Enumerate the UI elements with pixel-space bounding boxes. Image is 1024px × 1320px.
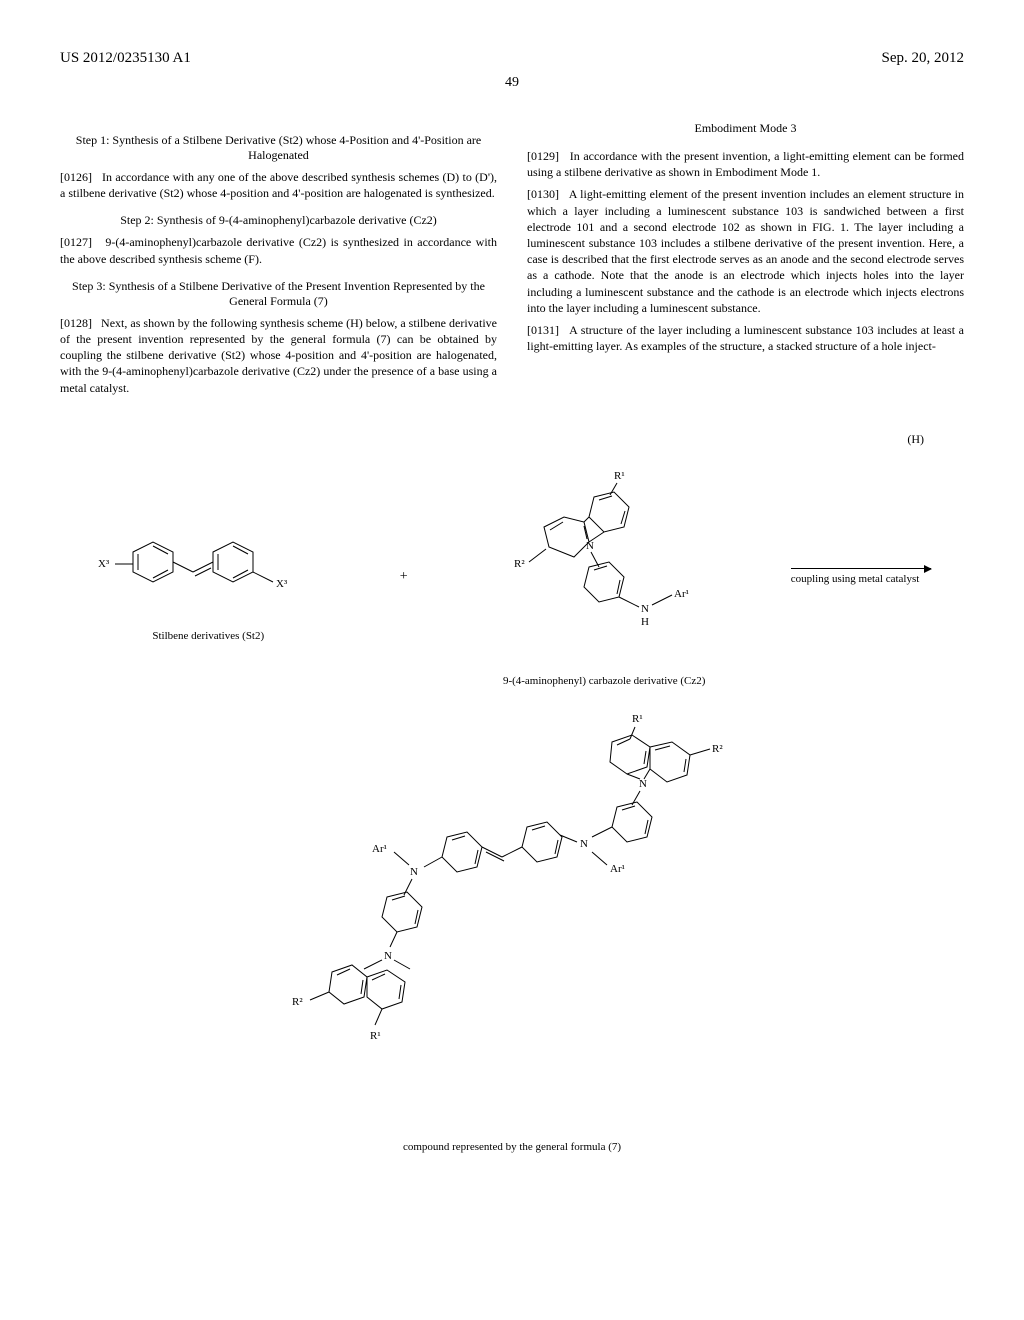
cz2-label: 9-(4-aminophenyl) carbazole derivative (… xyxy=(484,675,724,687)
para-0126: [0126] In accordance with any one of the… xyxy=(60,169,497,201)
product-structure-icon: R¹ R² N N xyxy=(212,707,812,1127)
header-right: Sep. 20, 2012 xyxy=(882,50,965,67)
para-0128: [0128] Next, as shown by the following s… xyxy=(60,315,497,396)
svg-text:N: N xyxy=(586,540,594,552)
prod-r1-bottom: R¹ xyxy=(370,1030,381,1042)
n-label: N xyxy=(641,603,649,615)
scheme-h: (H) X³ X³ Stilbene derivatives xyxy=(60,432,964,1153)
svg-text:N: N xyxy=(410,866,418,878)
cz2-structure-icon: R¹ N R² xyxy=(484,467,724,667)
product-structure: R¹ R² N N xyxy=(212,707,812,1153)
prod-ar1-right: Ar¹ xyxy=(610,863,625,875)
prod-r2-top: R² xyxy=(712,743,723,755)
step2-heading: Step 2: Synthesis of 9-(4-aminophenyl)ca… xyxy=(60,213,497,228)
x3-label-left: X³ xyxy=(98,558,110,570)
para-0129: [0129] In accordance with the present in… xyxy=(527,148,964,180)
para-num-0130: [0130] xyxy=(527,187,559,201)
page-number: 49 xyxy=(60,75,964,91)
para-text-0130: A light-emitting element of the present … xyxy=(527,187,964,314)
product-label: compound represented by the general form… xyxy=(212,1141,812,1153)
para-0131: [0131] A structure of the layer includin… xyxy=(527,322,964,354)
arrow-text: coupling using metal catalyst xyxy=(791,573,931,585)
svg-text:N: N xyxy=(580,838,588,850)
carbazole-cz2: R¹ N R² xyxy=(484,467,724,687)
step3-heading: Step 3: Synthesis of a Stilbene Derivati… xyxy=(60,279,497,309)
para-text-0127: 9-(4-aminophenyl)carbazole derivative (C… xyxy=(60,235,497,265)
para-text-0129: In accordance with the present invention… xyxy=(527,149,964,179)
prod-ar1-left: Ar¹ xyxy=(372,843,387,855)
right-column: Embodiment Mode 3 [0129] In accordance w… xyxy=(527,121,964,402)
para-num-0129: [0129] xyxy=(527,149,559,163)
reaction-arrow-icon xyxy=(791,568,931,569)
header-left: US 2012/0235130 A1 xyxy=(60,50,191,67)
plus-sign: + xyxy=(400,569,408,585)
reaction-arrow-block: coupling using metal catalyst xyxy=(791,568,931,585)
prod-r1-top: R¹ xyxy=(632,713,643,725)
para-num-0131: [0131] xyxy=(527,323,559,337)
st2-label: Stilbene derivatives (St2) xyxy=(93,630,323,642)
para-num-0126: [0126] xyxy=(60,170,92,184)
x3-label-right: X³ xyxy=(276,578,288,590)
h-label: H xyxy=(641,616,649,628)
r1-label: R¹ xyxy=(614,470,625,482)
ar1-label: Ar¹ xyxy=(674,588,689,600)
step1-heading: Step 1: Synthesis of a Stilbene Derivati… xyxy=(60,133,497,163)
para-0127: [0127] 9-(4-aminophenyl)carbazole deriva… xyxy=(60,234,497,266)
para-text-0128: Next, as shown by the following synthesi… xyxy=(60,316,497,395)
para-num-0127: [0127] xyxy=(60,235,92,249)
stilbene-st2: X³ X³ Stilbene derivatives (St2) xyxy=(93,512,323,642)
svg-text:N: N xyxy=(384,950,392,962)
st2-structure-icon: X³ X³ xyxy=(93,512,323,622)
r2-label: R² xyxy=(514,558,525,570)
scheme-label-h: (H) xyxy=(60,432,964,447)
para-0130: [0130] A light-emitting element of the p… xyxy=(527,186,964,316)
prod-r2-bottom: R² xyxy=(292,996,303,1008)
svg-text:N: N xyxy=(639,778,647,790)
embodiment-heading: Embodiment Mode 3 xyxy=(527,121,964,136)
left-column: Step 1: Synthesis of a Stilbene Derivati… xyxy=(60,121,497,402)
para-text-0131: A structure of the layer including a lum… xyxy=(527,323,964,353)
para-num-0128: [0128] xyxy=(60,316,92,330)
para-text-0126: In accordance with any one of the above … xyxy=(60,170,497,200)
